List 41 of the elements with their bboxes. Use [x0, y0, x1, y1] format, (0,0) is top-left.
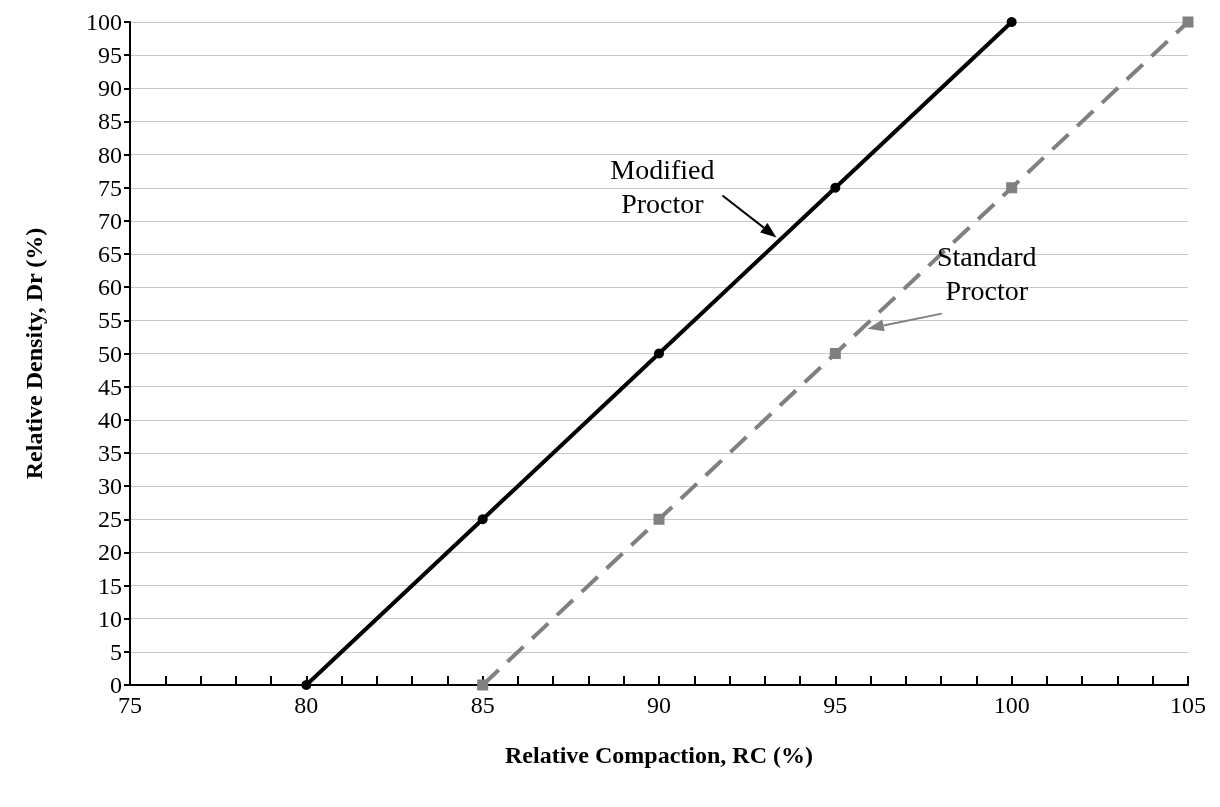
point — [830, 182, 841, 193]
x-tick-label: 85 — [470, 692, 495, 718]
text: Modified Proctor — [610, 153, 715, 222]
x-tick-label: 90 — [647, 692, 671, 718]
y-tick-label: 90 — [98, 75, 122, 102]
y-tick-label: 40 — [98, 406, 122, 433]
point — [477, 679, 489, 691]
y-tick-label: 85 — [98, 108, 122, 135]
y-tick-label: 75 — [98, 174, 122, 201]
y-tick-label: 50 — [98, 340, 122, 367]
series-label: Standard Proctor — [937, 239, 1037, 308]
y-tick-label: 60 — [98, 274, 122, 301]
point — [1006, 17, 1017, 27]
point — [1006, 182, 1018, 194]
y-tick-label: 55 — [98, 307, 122, 334]
y-tick-label: 35 — [98, 439, 122, 466]
point — [654, 348, 664, 359]
y-tick-label: 30 — [98, 473, 122, 500]
point — [829, 348, 841, 359]
y-tick-label: 10 — [98, 605, 122, 632]
y-tick-label: 25 — [98, 506, 122, 533]
y-tick-label: 80 — [98, 141, 122, 168]
y-tick-label: 5 — [110, 638, 122, 665]
x-tick-label: 105 — [1170, 692, 1206, 718]
point — [1182, 16, 1194, 28]
x-tick-label: 95 — [823, 692, 848, 718]
x-tick-label: 80 — [294, 692, 319, 718]
y-tick-label: 95 — [98, 42, 122, 69]
point — [653, 513, 665, 525]
y-tick-label: 20 — [98, 539, 122, 566]
point — [477, 514, 488, 525]
point — [301, 680, 312, 690]
y-axis-title: Relative Density, Dr (%) — [21, 227, 47, 480]
x-tick-label: 100 — [993, 692, 1030, 718]
x-axis-title: Relative Compaction, RC (%) — [505, 742, 813, 768]
y-tick-label: 15 — [98, 572, 122, 599]
y-tick-label: 65 — [98, 241, 122, 268]
y-tick-label: 0 — [110, 672, 122, 698]
y-tick-label: 70 — [98, 207, 122, 234]
y-tick-label: 45 — [98, 373, 122, 400]
y-tick-label: 100 — [86, 9, 122, 35]
